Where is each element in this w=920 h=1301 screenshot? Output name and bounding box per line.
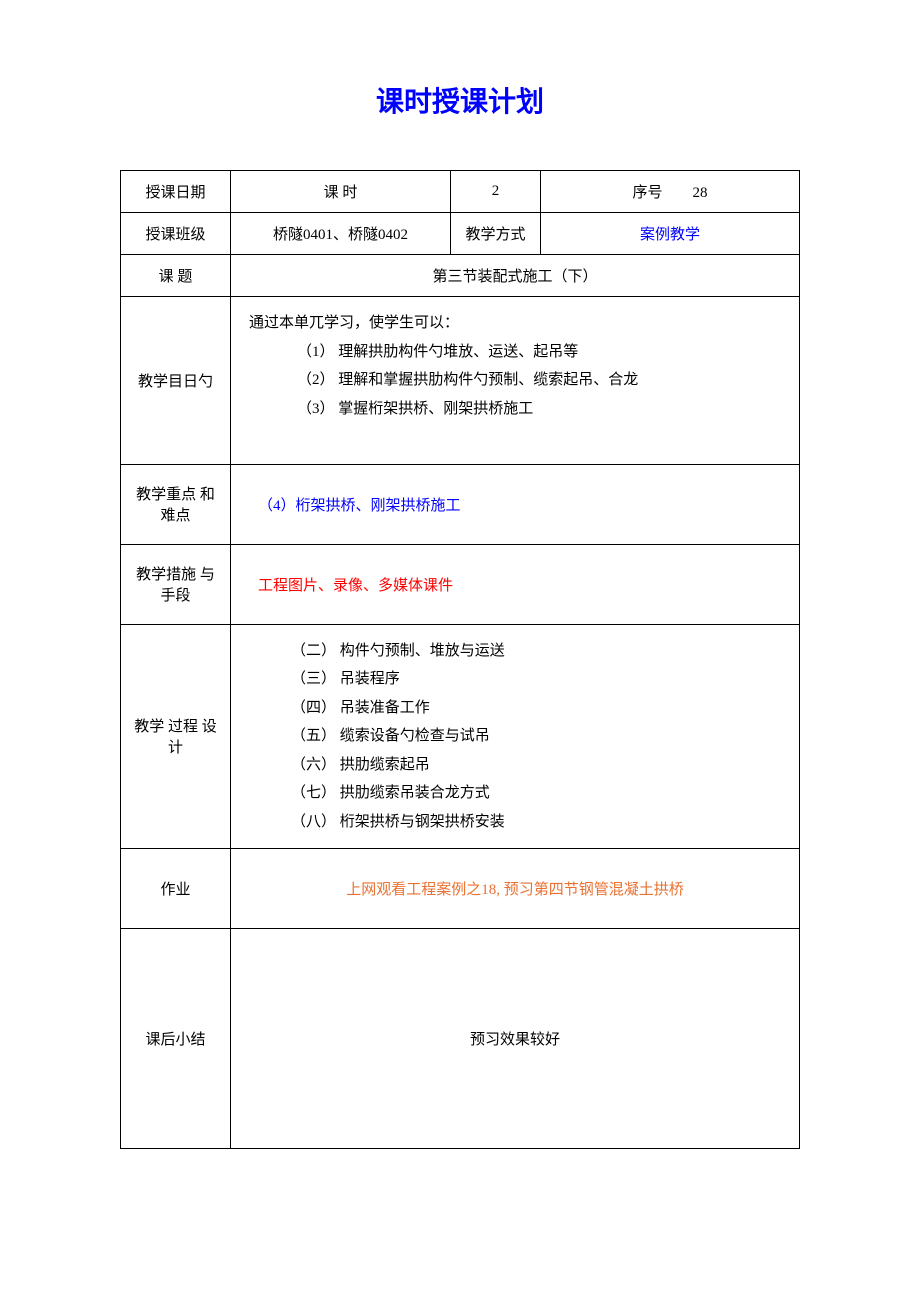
process-item: （八） 桁架拱桥与钢架拱桥安装: [291, 808, 781, 837]
cell-period-label: 课 时: [231, 171, 451, 213]
label-objectives: 教学目日勺: [121, 297, 231, 465]
label-teaching-method: 教学方式: [451, 213, 541, 255]
label-class: 授课班级: [121, 213, 231, 255]
process-item: （五） 缆索设备勺检查与试吊: [291, 722, 781, 751]
objectives-item: （3） 掌握桁架拱桥、刚架拱桥施工: [249, 395, 781, 424]
value-objectives: 通过本单兀学习，使学生可以： （1） 理解拱肋构件勺堆放、运送、起吊等 （2） …: [231, 297, 800, 465]
value-process: （二） 构件勺预制、堆放与运送 （三） 吊装程序 （四） 吊装准备工作 （五） …: [231, 624, 800, 849]
label-topic: 课 题: [121, 255, 231, 297]
value-key-points: （4）桁架拱桥、刚架拱桥施工: [231, 464, 800, 544]
value-measures: 工程图片、录像、多媒体课件: [231, 544, 800, 624]
table-row: 教学重点 和难点 （4）桁架拱桥、刚架拱桥施工: [121, 464, 800, 544]
value-topic: 第三节装配式施工（下）: [231, 255, 800, 297]
cell-period-value: 2: [451, 171, 541, 213]
cell-serial: 序号 28: [541, 171, 800, 213]
page-title: 课时授课计划: [120, 80, 800, 120]
value-serial: 28: [693, 185, 708, 201]
label-date: 授课日期: [121, 171, 231, 213]
value-homework: 上网观看工程案例之18, 预习第四节钢管混凝土拱桥: [231, 849, 800, 929]
label-summary: 课后小结: [121, 929, 231, 1149]
value-summary: 预习效果较好: [231, 929, 800, 1149]
lesson-plan-table: 授课日期 课 时 2 序号 28 授课班级 桥隧0401、桥隧0402 教学方式…: [120, 170, 800, 1149]
process-item: （二） 构件勺预制、堆放与运送: [291, 637, 781, 666]
table-row: 作业 上网观看工程案例之18, 预习第四节钢管混凝土拱桥: [121, 849, 800, 929]
label-serial: 序号: [632, 185, 662, 201]
label-homework: 作业: [121, 849, 231, 929]
process-item: （三） 吊装程序: [291, 665, 781, 694]
label-measures: 教学措施 与手段: [121, 544, 231, 624]
measures-text: 工程图片、录像、多媒体课件: [258, 578, 453, 594]
table-row: 教学目日勺 通过本单兀学习，使学生可以： （1） 理解拱肋构件勺堆放、运送、起吊…: [121, 297, 800, 465]
process-item: （六） 拱肋缆索起吊: [291, 751, 781, 780]
table-row: 授课日期 课 时 2 序号 28: [121, 171, 800, 213]
value-teaching-method: 案例教学: [541, 213, 800, 255]
process-item: （七） 拱肋缆索吊装合龙方式: [291, 779, 781, 808]
table-row: 课 题 第三节装配式施工（下）: [121, 255, 800, 297]
table-row: 授课班级 桥隧0401、桥隧0402 教学方式 案例教学: [121, 213, 800, 255]
objectives-item: （1） 理解拱肋构件勺堆放、运送、起吊等: [249, 338, 781, 367]
objectives-intro: 通过本单兀学习，使学生可以：: [249, 309, 781, 338]
table-row: 教学 过程 设计 （二） 构件勺预制、堆放与运送 （三） 吊装程序 （四） 吊装…: [121, 624, 800, 849]
key-points-text: （4）桁架拱桥、刚架拱桥施工: [258, 498, 461, 514]
process-item: （四） 吊装准备工作: [291, 694, 781, 723]
value-class: 桥隧0401、桥隧0402: [231, 213, 451, 255]
label-process: 教学 过程 设计: [121, 624, 231, 849]
objectives-item: （2） 理解和掌握拱肋构件勺预制、缆索起吊、合龙: [249, 366, 781, 395]
table-row: 教学措施 与手段 工程图片、录像、多媒体课件: [121, 544, 800, 624]
label-key-points: 教学重点 和难点: [121, 464, 231, 544]
table-row: 课后小结 预习效果较好: [121, 929, 800, 1149]
